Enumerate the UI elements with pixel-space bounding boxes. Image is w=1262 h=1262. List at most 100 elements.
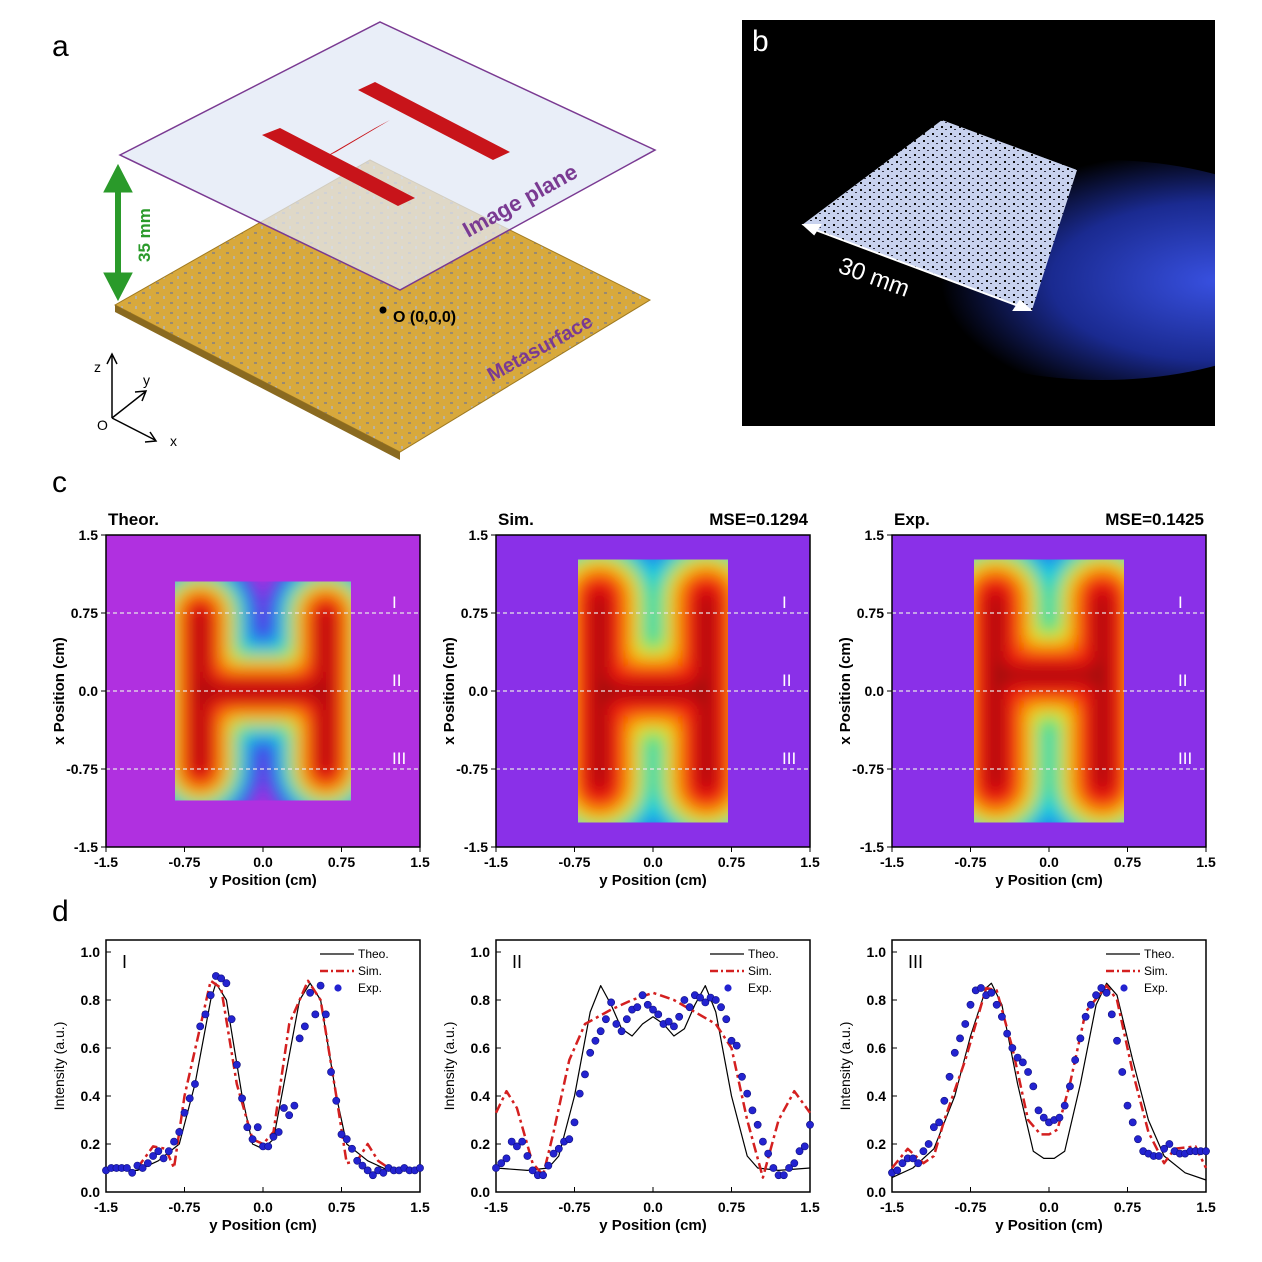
legend-marker — [334, 984, 342, 992]
y-tick-label: 0.0 — [867, 1184, 887, 1200]
exp-point — [311, 1010, 320, 1019]
exp-point — [138, 1164, 147, 1172]
x-tick-label: -1.5 — [94, 854, 118, 870]
exp-point — [1055, 1113, 1064, 1122]
y-tick-label: -0.75 — [852, 761, 884, 777]
x-tick-label: -1.5 — [880, 1199, 904, 1215]
exp-point — [185, 1094, 194, 1103]
exp-point — [919, 1147, 928, 1156]
exp-point — [269, 1132, 278, 1141]
exp-point — [1013, 1053, 1022, 1062]
x-tick-label: 0.75 — [1114, 854, 1141, 870]
exp-point — [987, 988, 996, 997]
exp-point — [143, 1159, 152, 1168]
exp-point — [1123, 1101, 1132, 1110]
exp-point — [1003, 1029, 1012, 1038]
exp-point — [722, 1015, 731, 1024]
x-tick-label: -0.75 — [169, 1199, 201, 1215]
panel-b-photo: 30 mm — [742, 20, 1215, 426]
exp-point — [1066, 1082, 1074, 1091]
exp-point — [1081, 1012, 1090, 1021]
exp-point — [175, 1128, 184, 1136]
exp-point — [956, 1034, 964, 1043]
exp-point — [914, 1159, 923, 1168]
exp-point — [164, 1147, 173, 1156]
y-tick-label: 0.2 — [471, 1136, 491, 1152]
axis-triad — [106, 352, 158, 443]
exp-point — [353, 1156, 362, 1165]
panel-a-label: a — [52, 30, 69, 63]
panel-a-diagram: 35 mm Image plane Metasurface O (0,0,0) … — [94, 21, 657, 460]
exp-point — [1076, 1034, 1085, 1043]
scale-arrow — [801, 224, 1033, 311]
exp-point — [253, 1123, 262, 1132]
exp-point — [893, 1166, 902, 1175]
y-tick-label: 0.4 — [81, 1088, 101, 1104]
cut-line-label: I — [1178, 593, 1183, 612]
panel-b-label: b — [752, 25, 769, 58]
exp-point — [950, 1048, 959, 1057]
exp-point — [238, 1094, 246, 1103]
exp-point — [779, 1171, 788, 1180]
exp-point — [332, 1096, 341, 1105]
exp-point — [790, 1159, 799, 1168]
y-tick-label: 0.8 — [81, 992, 101, 1008]
exp-point — [306, 988, 314, 997]
x-tick-label: -1.5 — [484, 1199, 508, 1215]
exp-point — [717, 1003, 725, 1012]
exp-point — [1128, 1118, 1137, 1127]
y-tick-label: 1.0 — [471, 944, 491, 960]
exp-point — [264, 1142, 273, 1151]
exp-point — [316, 981, 325, 990]
exp-point — [497, 1159, 506, 1168]
y-tick-label: 1.5 — [79, 527, 99, 543]
exp-point — [416, 1164, 424, 1172]
exp-point — [232, 1060, 241, 1069]
y-tick-label: 1.5 — [469, 527, 489, 543]
x-axis-label: y Position (cm) — [209, 1217, 317, 1234]
exp-point — [123, 1164, 131, 1172]
origin-dot — [379, 306, 387, 314]
legend-label: Exp. — [748, 981, 772, 995]
exp-point — [217, 974, 226, 983]
exp-point — [940, 1096, 949, 1105]
exp-point — [1160, 1144, 1169, 1153]
exp-point — [154, 1147, 163, 1156]
exp-point — [929, 1123, 938, 1132]
exp-point — [654, 1010, 663, 1019]
y-axis-label: x Position (cm) — [51, 637, 68, 745]
exp-point — [565, 1135, 574, 1144]
exp-point — [664, 1017, 673, 1026]
y-tick-label: 0.75 — [461, 605, 488, 621]
exp-point — [612, 1020, 621, 1028]
exp-point — [898, 1159, 907, 1168]
legend-label: Exp. — [358, 981, 382, 995]
exp-point — [680, 996, 689, 1004]
y-tick-label: -0.75 — [456, 761, 488, 777]
y-axis-label: Intensity (a.u.) — [51, 1022, 67, 1111]
x-tick-label: 0.0 — [1039, 1199, 1059, 1215]
x-tick-label: 1.5 — [410, 854, 430, 870]
x-tick-label: 0.75 — [718, 854, 745, 870]
x-tick-label: -1.5 — [880, 854, 904, 870]
exp-point — [701, 998, 710, 1007]
exp-point — [170, 1137, 178, 1146]
x-tick-label: 1.5 — [410, 1199, 430, 1215]
exp-point — [159, 1154, 168, 1163]
exp-point — [379, 1168, 388, 1177]
exp-point — [643, 1000, 652, 1009]
y-tick-label: 0.8 — [471, 992, 491, 1008]
map-title: Theor. — [108, 510, 159, 529]
exp-point — [274, 1128, 283, 1136]
exp-point — [977, 984, 985, 992]
y-tick-label: 0.6 — [471, 1040, 491, 1056]
exp-point — [180, 1108, 189, 1117]
x-tick-label: 0.0 — [643, 1199, 663, 1215]
legend-marker — [1120, 984, 1128, 992]
map-title: Sim. — [498, 510, 534, 529]
exp-point — [528, 1166, 537, 1175]
y-tick-label: 1.0 — [81, 944, 101, 960]
y-tick-label: -1.5 — [464, 839, 488, 855]
exp-point — [1165, 1140, 1174, 1148]
